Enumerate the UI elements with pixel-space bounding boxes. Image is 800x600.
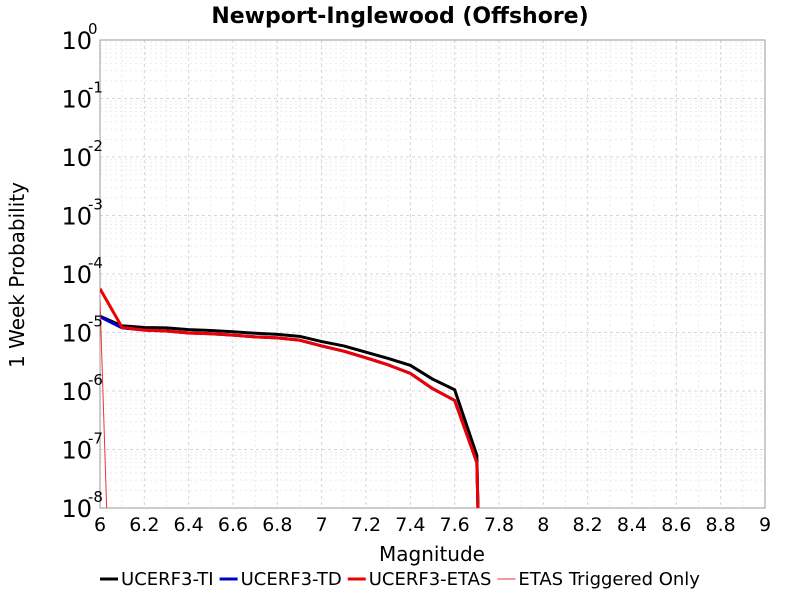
x-axis-label: Magnitude <box>379 542 485 566</box>
y-tick-base: 10 <box>61 86 92 114</box>
legend: UCERF3-TI UCERF3-TD UCERF3-ETAS ETAS Trigge… <box>100 569 700 590</box>
y-tick-base: 10 <box>61 378 92 406</box>
grid <box>99 39 766 509</box>
y-tick-exponent: -8 <box>88 488 103 506</box>
y-tick-label: 10-2 <box>61 137 103 172</box>
y-tick-label: 10-7 <box>61 430 103 465</box>
x-tick-label: 6.2 <box>129 514 159 536</box>
y-tick-base: 10 <box>61 27 92 55</box>
y-tick-label: 100 <box>61 20 97 55</box>
legend-label: UCERF3-TI <box>121 569 214 590</box>
y-tick-exponent: 0 <box>88 20 98 38</box>
x-tick-label: 8.2 <box>573 514 603 536</box>
x-tick-label: 6.4 <box>174 514 204 536</box>
x-tick-label: 7.8 <box>484 514 514 536</box>
y-tick-base: 10 <box>61 437 92 465</box>
legend-label: UCERF3-ETAS <box>369 569 492 590</box>
y-tick-exponent: -1 <box>88 79 103 97</box>
y-axis-label: 1 Week Probability <box>5 182 29 368</box>
x-tick-label: 6 <box>94 514 106 536</box>
x-tick-label: 7.2 <box>351 514 381 536</box>
x-tick-label: 7.4 <box>395 514 425 536</box>
x-tick-label: 8.4 <box>617 514 647 536</box>
y-tick-base: 10 <box>61 320 92 348</box>
series-line-ucerf3-etas <box>100 287 480 508</box>
plot-area <box>99 39 766 509</box>
y-tick-base: 10 <box>61 495 92 523</box>
y-tick-exponent: -4 <box>88 254 103 272</box>
legend-item-etas-triggered-only: ETAS Triggered Only <box>497 569 700 590</box>
y-tick-exponent: -5 <box>88 313 103 331</box>
series-line-ucerf3-ti <box>100 314 480 508</box>
x-axis-ticks: 6 6.2 6.4 6.6 6.8 7 7.2 7.4 7.6 7.8 8 8.2 8.4 8.6 8.8 9 <box>94 514 771 536</box>
x-tick-label: 8.6 <box>661 514 691 536</box>
legend-label: ETAS Triggered Only <box>518 569 700 590</box>
y-tick-exponent: -3 <box>88 196 103 214</box>
chart-title: Newport-Inglewood (Offshore) <box>211 4 588 29</box>
y-tick-base: 10 <box>61 144 92 172</box>
legend-item-ucerf3-etas: UCERF3-ETAS <box>347 569 492 590</box>
x-tick-label: 7 <box>316 514 328 536</box>
y-tick-exponent: -6 <box>88 371 103 389</box>
y-tick-label: 10-6 <box>61 371 103 406</box>
x-tick-label: 6.6 <box>218 514 248 536</box>
x-tick-label: 6.8 <box>262 514 292 536</box>
y-tick-exponent: -2 <box>88 137 103 155</box>
y-tick-exponent: -7 <box>88 430 103 448</box>
legend-label: UCERF3-TD <box>241 569 342 590</box>
y-tick-label: 10-3 <box>61 196 103 231</box>
y-tick-label: 10-1 <box>61 79 103 114</box>
y-tick-label: 10-5 <box>61 313 103 348</box>
legend-item-ucerf3-td: UCERF3-TD <box>219 569 342 590</box>
y-tick-base: 10 <box>61 203 92 231</box>
x-tick-label: 8 <box>537 514 549 536</box>
series-line-etas-triggered-only <box>100 299 108 508</box>
series-lines <box>100 287 480 508</box>
x-tick-label: 9 <box>759 514 771 536</box>
legend-item-ucerf3-ti: UCERF3-TI <box>100 569 214 590</box>
x-tick-label: 8.8 <box>706 514 736 536</box>
x-tick-label: 7.6 <box>440 514 470 536</box>
y-tick-label: 10-4 <box>61 254 103 289</box>
y-tick-base: 10 <box>61 261 92 289</box>
y-tick-label: 10-8 <box>61 488 103 523</box>
